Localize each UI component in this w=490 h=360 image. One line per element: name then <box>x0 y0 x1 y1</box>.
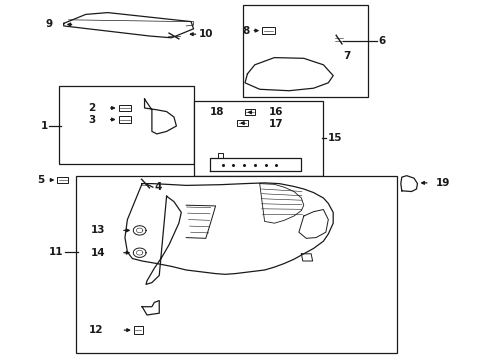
Polygon shape <box>125 183 333 274</box>
Text: 16: 16 <box>269 107 283 117</box>
Text: 18: 18 <box>210 107 224 117</box>
Text: 10: 10 <box>198 29 213 39</box>
Polygon shape <box>401 176 417 192</box>
Text: 8: 8 <box>243 26 250 36</box>
Text: 13: 13 <box>91 225 105 235</box>
Text: 7: 7 <box>343 51 350 61</box>
Text: 5: 5 <box>37 175 44 185</box>
Text: 6: 6 <box>379 36 386 46</box>
Polygon shape <box>133 248 146 257</box>
Polygon shape <box>145 99 176 134</box>
Polygon shape <box>142 301 159 315</box>
Text: 2: 2 <box>88 103 96 113</box>
Text: 9: 9 <box>46 19 53 30</box>
Text: 3: 3 <box>88 114 96 125</box>
Bar <box>119 116 131 123</box>
Bar <box>76 176 397 353</box>
Text: 19: 19 <box>436 178 450 188</box>
Polygon shape <box>133 226 146 235</box>
Bar <box>263 27 275 34</box>
Text: 17: 17 <box>269 119 283 129</box>
Bar <box>243 5 368 97</box>
Polygon shape <box>245 58 333 91</box>
Bar <box>119 105 131 111</box>
Text: 1: 1 <box>41 121 48 131</box>
Bar <box>134 326 143 334</box>
Bar <box>237 120 248 126</box>
Polygon shape <box>64 13 194 38</box>
Text: 15: 15 <box>327 132 342 143</box>
Bar <box>57 177 68 183</box>
Text: 14: 14 <box>91 248 105 258</box>
Polygon shape <box>146 196 181 284</box>
Text: 12: 12 <box>88 325 103 335</box>
Bar <box>59 86 194 164</box>
Bar <box>194 101 323 176</box>
Bar <box>245 109 255 115</box>
Text: 4: 4 <box>154 182 162 192</box>
Text: 11: 11 <box>49 247 64 257</box>
